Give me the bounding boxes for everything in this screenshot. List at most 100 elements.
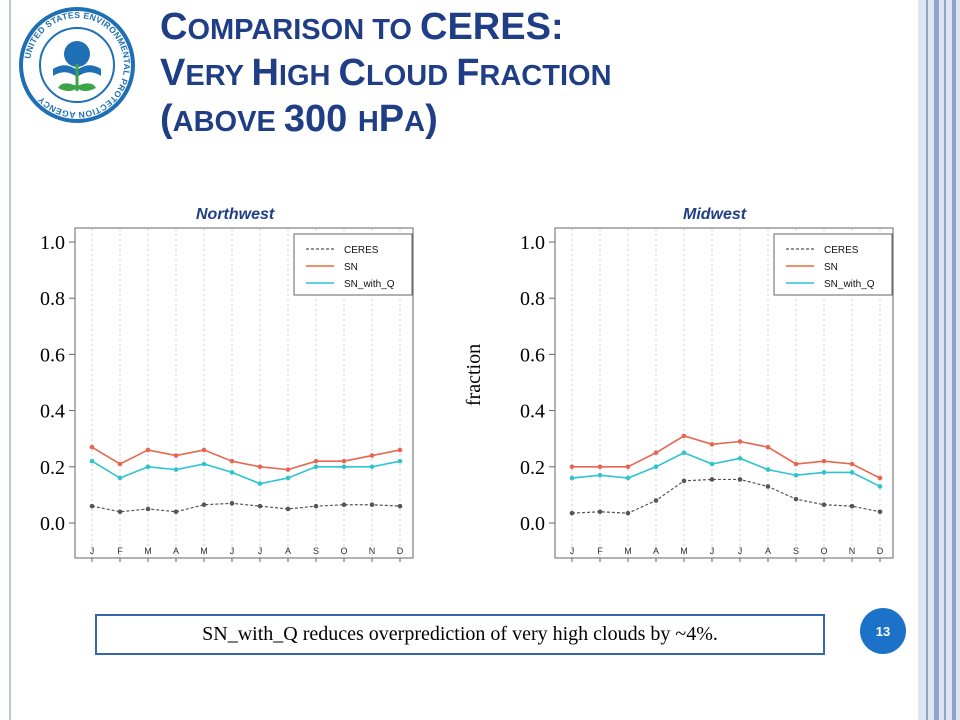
y-tick-label: 1.0 xyxy=(40,232,65,254)
data-point-sn xyxy=(821,458,827,464)
title-line2-seg-1: ERY xyxy=(185,60,252,92)
series-line-ceres xyxy=(571,478,881,514)
y-tick-label: 0.8 xyxy=(40,288,65,310)
x-tick-label: S xyxy=(793,546,799,556)
page-number: 13 xyxy=(875,623,891,639)
data-point-sn-with-q xyxy=(397,458,403,464)
data-point-sn-with-q xyxy=(313,464,319,470)
title-line2-seg-4: C xyxy=(338,52,366,94)
x-tick-label: D xyxy=(397,546,404,556)
epa-logo-icon: UNITED STATES ENVIRONMENTAL PROTECTION A… xyxy=(19,7,135,123)
series-line-ceres xyxy=(91,502,401,513)
data-point-ceres xyxy=(737,477,743,482)
data-point-ceres xyxy=(257,503,263,509)
data-point-ceres xyxy=(821,502,827,508)
data-point-ceres xyxy=(369,502,375,508)
y-tick-label: 0.0 xyxy=(40,513,65,535)
data-point-sn xyxy=(397,447,403,453)
data-point-sn xyxy=(89,444,95,450)
title-line3-seg-1: ABOVE xyxy=(172,106,284,138)
data-point-ceres xyxy=(285,506,291,512)
y-tick-label: 0.2 xyxy=(40,457,65,479)
legend: CERES SN SN_with_Q xyxy=(293,233,413,296)
x-tick-label: J xyxy=(710,546,715,556)
y-tick-label: 0.0 xyxy=(520,513,545,535)
data-point-ceres xyxy=(653,498,659,503)
title-line2-seg-0: V xyxy=(160,52,186,94)
data-point-sn-with-q xyxy=(201,461,207,467)
data-point-sn-with-q xyxy=(285,475,291,481)
data-point-sn-with-q xyxy=(821,470,827,475)
title-line3-seg-3: H xyxy=(357,106,379,138)
northwest-chart: 0.0 0.2 0.4 0.6 0.8 1.0 J F M A M J J A S O N D CERES SN SN_… xyxy=(40,227,414,562)
y-tick-label: 0.4 xyxy=(520,401,545,423)
caption-text: SN_with_Q reduces overprediction of very… xyxy=(202,623,718,645)
midwest-chart: 0.0 0.2 0.4 0.6 0.8 1.0 J F M A M J J A S O N D CERES SN SN_… xyxy=(520,227,894,562)
data-point-sn xyxy=(709,442,715,447)
y-tick-label: 0.4 xyxy=(40,401,65,423)
data-point-ceres xyxy=(793,496,799,502)
title-line2-seg-3: IGH xyxy=(278,60,339,92)
x-tick-label: A xyxy=(173,546,179,556)
x-tick-label: A xyxy=(653,546,659,556)
legend-label: CERES xyxy=(344,245,379,256)
panel-title-midwest: Midwest xyxy=(683,206,747,223)
data-point-sn-with-q xyxy=(369,464,375,470)
x-tick-label: J xyxy=(90,546,95,556)
title-line1-seg-0: C xyxy=(160,6,188,48)
data-point-sn-with-q xyxy=(877,484,883,489)
data-point-sn xyxy=(201,447,207,453)
y-tick-label: 1.0 xyxy=(520,232,545,254)
data-point-sn xyxy=(369,453,375,458)
y-axis-label: fraction xyxy=(463,344,485,406)
data-point-sn xyxy=(569,464,575,470)
data-point-ceres xyxy=(765,484,771,489)
x-tick-label: S xyxy=(313,546,319,556)
y-tick-label: 0.8 xyxy=(520,288,545,310)
x-tick-label: A xyxy=(285,546,291,556)
x-tick-label: F xyxy=(117,546,123,556)
x-tick-label: N xyxy=(369,546,376,556)
x-tick-label: F xyxy=(597,546,603,556)
data-point-sn xyxy=(737,439,743,444)
data-point-sn xyxy=(117,461,123,467)
x-tick-label: A xyxy=(765,546,771,556)
data-point-sn xyxy=(765,444,771,450)
data-point-sn xyxy=(597,464,603,470)
slide-title: COMPARISON TO CERES: VERY HIGH CLOUD FRA… xyxy=(160,8,612,146)
x-tick-label: D xyxy=(877,546,884,556)
title-line1-seg-1: OMPARISON TO xyxy=(187,14,421,46)
x-tick-label: M xyxy=(680,546,688,556)
data-point-ceres xyxy=(89,503,95,509)
legend-box xyxy=(293,233,413,296)
series-line-sn xyxy=(91,446,401,471)
title-line2-seg-7: RACTION xyxy=(479,60,612,92)
data-point-sn xyxy=(849,461,855,467)
data-point-sn-with-q xyxy=(681,450,687,456)
x-tick-label: M xyxy=(200,546,208,556)
title-line3-seg-4: P xyxy=(378,98,405,140)
title-line-2: VERY HIGH CLOUD FRACTION xyxy=(160,54,612,100)
data-point-sn-with-q xyxy=(709,461,715,467)
data-point-sn-with-q xyxy=(145,464,151,470)
data-point-sn xyxy=(625,464,631,470)
data-point-ceres xyxy=(709,477,715,482)
title-line3-seg-5: A xyxy=(404,106,426,138)
page-number-badge: 13 xyxy=(860,608,906,654)
title-line3-seg-0: ( xyxy=(160,98,173,140)
title-line2-seg-6: F xyxy=(456,52,480,94)
x-tick-label: J xyxy=(258,546,263,556)
data-point-sn-with-q xyxy=(793,472,799,478)
data-point-sn-with-q xyxy=(173,467,179,472)
data-point-ceres xyxy=(117,509,123,515)
data-point-ceres xyxy=(173,509,179,515)
data-point-sn xyxy=(681,433,687,439)
left-border-rule xyxy=(9,0,11,720)
svg-text:fraction: fraction xyxy=(463,344,485,406)
data-point-sn xyxy=(257,464,263,470)
series-line-sn-with-q xyxy=(571,451,881,488)
y-tick-label: 0.2 xyxy=(520,457,545,479)
data-point-ceres xyxy=(877,509,883,515)
data-point-ceres xyxy=(229,501,235,506)
data-point-sn xyxy=(229,458,235,464)
